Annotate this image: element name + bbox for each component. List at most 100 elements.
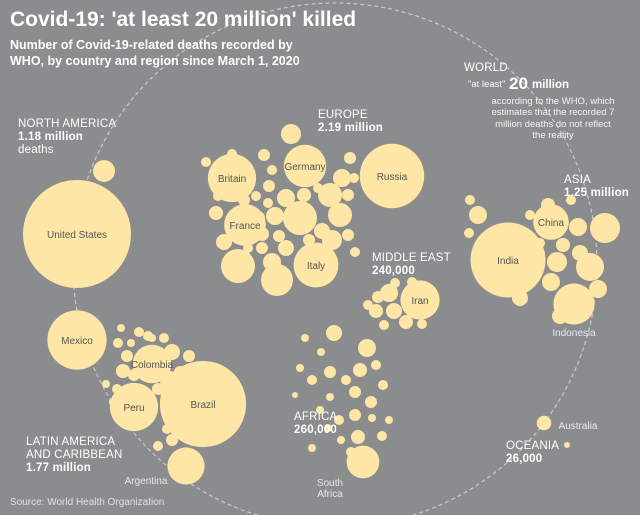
bubble-minor-country xyxy=(417,319,427,329)
bubble-minor-country xyxy=(109,397,119,407)
bubble-minor-country xyxy=(378,380,388,390)
bubble-minor-country xyxy=(353,363,367,377)
bubble-minor-country xyxy=(341,375,351,385)
bubble-minor-country xyxy=(183,350,195,362)
bubble-minor-country xyxy=(263,180,275,192)
bubble-minor-country xyxy=(213,191,223,201)
bubble-minor-country xyxy=(317,348,325,356)
region-name: LATIN AMERICA AND CARIBBEAN xyxy=(26,436,123,462)
bubble-minor-country xyxy=(251,211,265,225)
bubble-india xyxy=(470,222,546,298)
bubble-minor-country xyxy=(564,442,570,448)
bubble-minor-country xyxy=(569,218,587,236)
bubble-minor-country xyxy=(243,243,253,253)
bubble-minor-country xyxy=(351,430,365,444)
label-indonesia: Indonesia xyxy=(552,328,596,339)
bubble-minor-country xyxy=(155,350,165,360)
label-britain: Britain xyxy=(218,174,246,185)
bubble-minor-country xyxy=(337,436,345,444)
bubble-minor-country xyxy=(377,431,387,441)
bubble-minor-country xyxy=(153,441,163,451)
bubble-minor-country xyxy=(143,331,153,341)
bubble-minor-country xyxy=(334,415,344,425)
label-mexico: Mexico xyxy=(61,336,93,347)
bubble-minor-country xyxy=(308,444,316,452)
bubble-minor-country xyxy=(379,320,389,330)
world-unit: million xyxy=(532,79,570,91)
bubble-minor-country xyxy=(171,413,181,423)
bubble-minor-country xyxy=(407,277,417,287)
bubble-minor-country xyxy=(281,124,301,144)
label-argentina: Argentina xyxy=(125,476,168,487)
region-label-oceania: OCEANIA 26,000 xyxy=(506,440,559,466)
bubble-minor-country xyxy=(292,392,298,398)
bubble-minor-country xyxy=(465,195,475,205)
region-label-middle-east: MIDDLE EAST 240,000 xyxy=(372,252,451,278)
label-russia: Russia xyxy=(377,172,408,183)
region-name: MIDDLE EAST xyxy=(372,252,451,264)
bubble-minor-country xyxy=(344,152,356,164)
bubble-minor-country xyxy=(385,416,393,424)
bubble-minor-country xyxy=(121,350,133,362)
label-peru: Peru xyxy=(123,403,144,414)
label-france: France xyxy=(229,221,261,232)
bubble-minor-country xyxy=(547,252,567,272)
label-australia: Australia xyxy=(559,421,598,432)
region-total: 1.77 million xyxy=(26,462,92,475)
region-name: ASIA xyxy=(564,174,592,186)
page-subtitle: Number of Covid-19-related deaths record… xyxy=(10,38,300,68)
bubble-minor-country xyxy=(93,160,115,182)
region-total-suffix: deaths xyxy=(18,144,54,157)
region-label-asia: ASIA 1.25 million xyxy=(564,174,629,200)
bubble-minor-country xyxy=(552,308,568,324)
label-italy: Italy xyxy=(307,261,325,272)
bubble-germany xyxy=(283,144,327,188)
region-name: NORTH AMERICA xyxy=(18,118,117,130)
bubble-minor-country xyxy=(307,375,317,385)
bubble-minor-country xyxy=(589,280,607,298)
bubble-minor-country xyxy=(159,333,169,343)
bubble-minor-country xyxy=(273,230,285,242)
bubble-minor-country xyxy=(349,409,361,421)
bubble-minor-country xyxy=(318,183,342,207)
bubble-minor-country xyxy=(301,334,309,342)
bubble-minor-country xyxy=(333,169,351,187)
world-note: according to the WHO, which estimates th… xyxy=(491,96,615,142)
bubble-minor-country xyxy=(313,183,323,193)
bubble-minor-country xyxy=(266,207,284,225)
bubble-minor-country xyxy=(371,360,381,370)
bubble-minor-country xyxy=(238,194,250,206)
bubble-minor-country xyxy=(326,393,334,401)
bubble-minor-country xyxy=(283,201,317,235)
region-total: 1.25 million xyxy=(564,187,630,200)
bubble-minor-country xyxy=(261,264,293,296)
bubble-russia xyxy=(359,143,425,209)
bubble-minor-country xyxy=(177,392,187,402)
bubble-minor-country xyxy=(346,447,356,457)
region-total: 1.18 million xyxy=(18,131,84,144)
bubble-minor-country xyxy=(350,247,360,257)
bubble-minor-country xyxy=(127,339,135,347)
bubble-minor-country xyxy=(137,351,145,359)
bubble-minor-country xyxy=(296,364,304,372)
bubble-minor-country xyxy=(372,291,384,303)
bubble-minor-country xyxy=(128,369,140,381)
label-india: India xyxy=(497,256,519,267)
bubble-minor-country xyxy=(525,210,535,220)
bubble-minor-country xyxy=(349,386,361,398)
bubble-minor-country xyxy=(556,238,570,252)
bubble-minor-country xyxy=(201,157,211,167)
label-iran: Iran xyxy=(411,296,428,307)
region-name: AFRICA xyxy=(294,411,338,423)
bubble-minor-country xyxy=(209,206,223,220)
bubble-minor-country xyxy=(369,304,383,318)
label-germany: Germany xyxy=(284,162,325,173)
bubble-minor-country xyxy=(263,198,273,208)
bubble-minor-country xyxy=(566,195,576,205)
country-bubbles xyxy=(23,124,620,485)
bubble-minor-country xyxy=(251,191,261,201)
bubble-minor-country xyxy=(102,380,110,388)
bubble-minor-country xyxy=(117,324,125,332)
